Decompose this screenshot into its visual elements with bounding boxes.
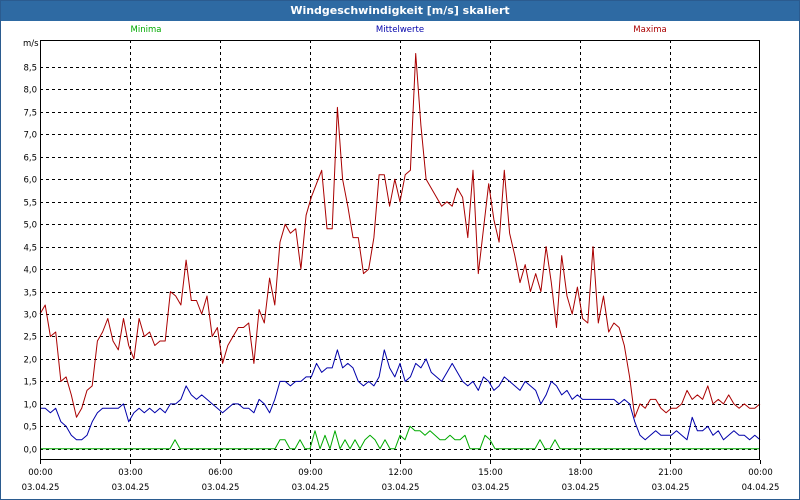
plot-frame (40, 40, 760, 460)
x-tick-time: 21:00 (658, 468, 683, 478)
y-tick-label: 4,0 (23, 266, 37, 276)
x-tick-time: 00:00 (28, 468, 53, 478)
y-tick-label: 0,0 (23, 446, 37, 456)
y-axis-unit: m/s (23, 39, 39, 49)
series-line-mittelwerte (40, 349, 761, 441)
y-tick-label: 4,5 (23, 244, 37, 254)
series-lines (39, 53, 761, 450)
series-line-maxima (39, 53, 761, 418)
x-tick-date: 03.04.25 (652, 483, 690, 493)
y-tick-label: 0,5 (23, 423, 37, 433)
grid (40, 40, 760, 460)
y-tick-label: 8,0 (23, 86, 37, 96)
x-tick-date: 03.04.25 (562, 483, 600, 493)
x-tick-date: 03.04.25 (382, 483, 420, 493)
y-tick-label: 1,0 (23, 401, 37, 411)
y-tick-label: 7,5 (23, 109, 37, 119)
labels: 0,0 0,5 1,0 1,5 2,0 2,5 3,0 3,5 4,0 4,5 5,0 5,5 6,0 6… (22, 25, 780, 493)
x-tick-time: 18:00 (568, 468, 593, 478)
x-tick-time: 09:00 (298, 468, 323, 478)
chart-title: Windgeschwindigkeit [m/s] skaliert (1, 1, 799, 21)
y-tick-label: 2,0 (23, 356, 37, 366)
y-tick-label: 7,0 (23, 131, 37, 141)
axes (40, 40, 761, 464)
y-tick-label: 5,0 (23, 221, 37, 231)
x-tick-date: 03.04.25 (292, 483, 330, 493)
x-tick-date: 03.04.25 (22, 483, 60, 493)
x-tick-time: 00:00 (748, 468, 773, 478)
x-tick-date: 03.04.25 (472, 483, 510, 493)
x-tick-time: 15:00 (478, 468, 503, 478)
x-tick-date: 03.04.25 (202, 483, 240, 493)
x-tick-time: 03:00 (118, 468, 143, 478)
x-tick-time: 06:00 (208, 468, 233, 478)
legend-mittelwerte: Mittelwerte (376, 25, 424, 35)
x-tick-date: 04.04.25 (742, 483, 780, 493)
legend-minima: Minima (131, 25, 162, 35)
wind-speed-chart: 0,0 0,5 1,0 1,5 2,0 2,5 3,0 3,5 4,0 4,5 5,0 5,5 6,0 6… (22, 25, 780, 493)
y-tick-label: 5,5 (23, 199, 37, 209)
y-tick-label: 6,5 (23, 154, 37, 164)
y-tick-label: 1,5 (23, 378, 37, 388)
y-tick-label: 8,5 (23, 64, 37, 74)
y-tick-label: 3,5 (23, 289, 37, 299)
y-tick-label: 6,0 (23, 176, 37, 186)
series-line-minima (40, 425, 760, 450)
y-tick-label: 2,5 (23, 333, 37, 343)
x-tick-date: 03.04.25 (112, 483, 150, 493)
x-tick-time: 12:00 (388, 468, 413, 478)
y-tick-label: 3,0 (23, 311, 37, 321)
legend-maxima: Maxima (633, 25, 666, 35)
